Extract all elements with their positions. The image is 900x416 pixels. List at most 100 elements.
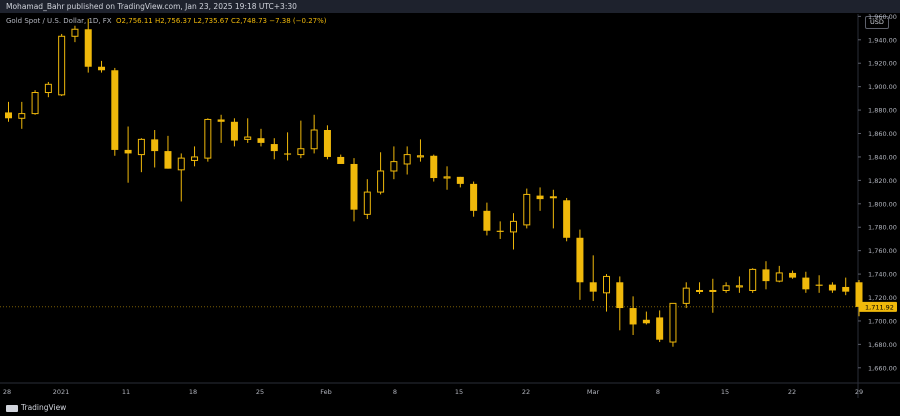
candle-body-up — [416, 155, 424, 158]
candle-body-down — [629, 308, 637, 325]
tradingview-logo[interactable]: TradingView — [6, 403, 66, 412]
candle — [230, 118, 238, 147]
y-tick-label: 1,660.00 — [868, 364, 897, 372]
candle — [669, 302, 677, 347]
candle-body-up — [377, 170, 385, 193]
candle-body-down — [470, 183, 478, 211]
candle-body-up — [709, 289, 717, 292]
candle-body-down — [456, 176, 464, 184]
candle — [483, 202, 491, 236]
y-tick-label: 1,880.00 — [868, 107, 897, 115]
candle-body-down — [642, 319, 650, 324]
low-value: L2,735.67 — [193, 17, 229, 25]
candle — [363, 179, 371, 220]
x-tick-label: 8 — [656, 388, 660, 396]
y-tick-label: 1,900.00 — [868, 83, 897, 91]
candle-body-down — [217, 119, 225, 122]
candle-body-down — [762, 269, 770, 282]
candle — [523, 188, 531, 229]
candle — [536, 187, 544, 211]
candle-body-up — [191, 156, 199, 161]
candle — [191, 146, 199, 167]
candle-body-up — [603, 275, 611, 294]
candle-body-up — [735, 285, 743, 288]
candle-body-up — [523, 193, 531, 226]
candle — [789, 270, 797, 279]
candle-body-up — [696, 289, 704, 292]
candle — [297, 120, 305, 159]
candle — [71, 25, 79, 43]
candle — [749, 268, 757, 293]
candle-body-up — [71, 28, 79, 37]
candle — [456, 176, 464, 188]
candle-body-down — [828, 284, 836, 291]
candle — [549, 189, 557, 229]
candle-body-down — [5, 112, 12, 119]
candle-body-down — [270, 144, 278, 152]
x-tick-label: 11 — [122, 388, 130, 396]
y-tick-label: 1,940.00 — [868, 36, 897, 44]
candle — [589, 255, 597, 302]
candle — [775, 265, 783, 283]
candle-body-down — [164, 151, 172, 169]
x-tick-label: 15 — [455, 388, 463, 396]
tradingview-icon — [6, 404, 18, 412]
candle — [642, 311, 650, 325]
candle-body-down — [656, 317, 664, 340]
candle — [509, 213, 517, 250]
y-tick-label: 1,740.00 — [868, 271, 897, 279]
candle-body-down — [855, 282, 863, 307]
candle-body-down — [257, 138, 265, 143]
candle — [709, 278, 717, 313]
candle — [390, 146, 398, 180]
candle — [576, 229, 584, 300]
publisher-text: Mohamad_Bahr published on TradingView.co… — [6, 2, 297, 11]
price-label: 1,711.92 — [865, 303, 894, 311]
change-value: −7.38 (−0.27%) — [269, 17, 327, 25]
candle — [164, 135, 172, 169]
candle — [284, 132, 292, 161]
candle — [5, 101, 12, 122]
candle — [696, 282, 704, 294]
x-tick-label: 22 — [522, 388, 530, 396]
y-tick-label: 1,760.00 — [868, 247, 897, 255]
candle — [350, 158, 358, 222]
candle — [563, 197, 571, 242]
candle — [443, 166, 451, 190]
candle — [151, 130, 159, 168]
symbol-name: Gold Spot / U.S. Dollar, 1D, FX — [6, 17, 112, 25]
x-tick-label: 29 — [855, 388, 863, 396]
candle — [403, 146, 411, 175]
candle-body-up — [44, 83, 52, 94]
candle — [802, 271, 810, 293]
candle — [177, 153, 185, 202]
candle — [377, 152, 385, 195]
candle-body-down — [815, 284, 823, 286]
candle — [337, 154, 345, 164]
candle-body-up — [297, 148, 305, 156]
candle-body-up — [749, 268, 757, 291]
x-tick-label: 18 — [189, 388, 197, 396]
candle-body-down — [563, 200, 571, 238]
y-tick-label: 1,680.00 — [868, 341, 897, 349]
y-tick-label: 1,800.00 — [868, 200, 897, 208]
candle — [111, 67, 119, 156]
candle — [310, 114, 318, 154]
open-value: O2,756.11 — [116, 17, 153, 25]
candle-body-down — [151, 139, 159, 152]
candle — [58, 33, 66, 97]
candle-body-down — [536, 195, 544, 200]
currency-button[interactable]: USD — [865, 16, 889, 29]
candle — [735, 276, 743, 293]
candle-body-down — [124, 149, 132, 154]
candle-body-down — [323, 130, 331, 157]
x-tick-label: 25 — [256, 388, 264, 396]
candle-body-down — [111, 70, 119, 150]
candle — [44, 81, 52, 98]
candle-body-up — [390, 161, 398, 172]
candle-body-up — [204, 118, 212, 159]
candle — [722, 282, 730, 293]
y-tick-label: 1,700.00 — [868, 317, 897, 325]
candle — [603, 274, 611, 312]
